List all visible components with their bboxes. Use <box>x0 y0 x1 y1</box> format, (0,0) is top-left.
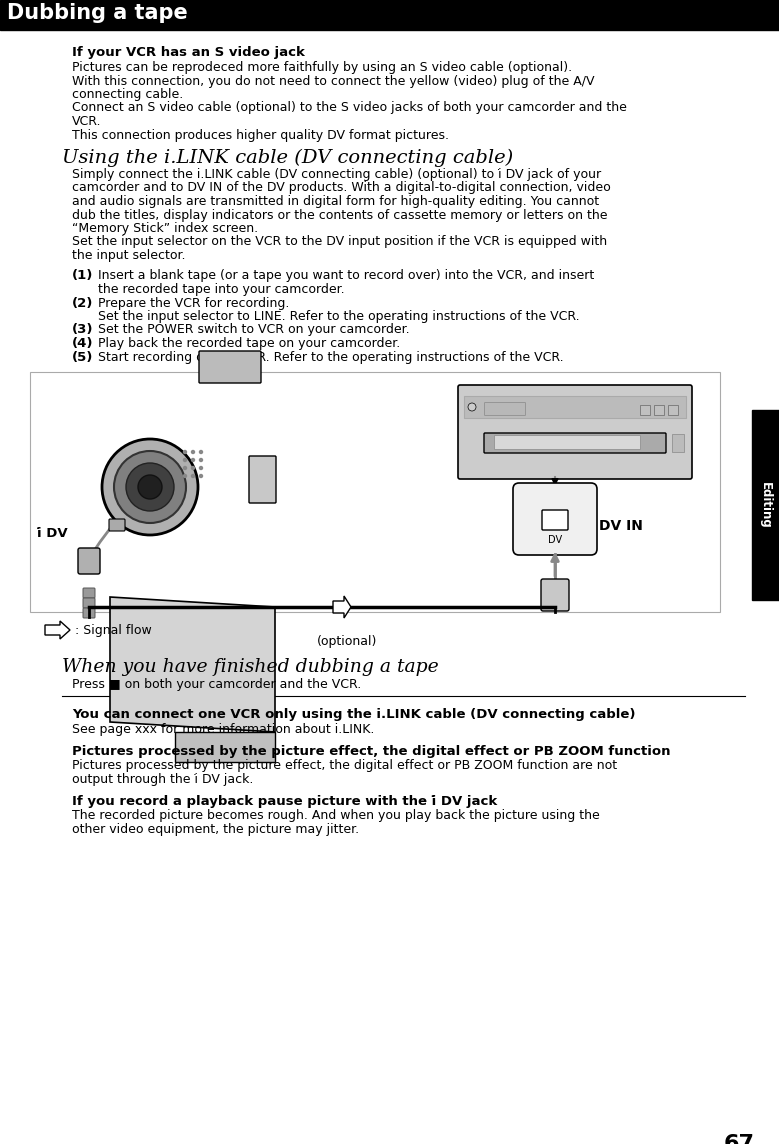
Circle shape <box>192 467 195 469</box>
Text: VCR.: VCR. <box>72 116 101 128</box>
Text: output through the i̇ DV jack.: output through the i̇ DV jack. <box>72 773 253 786</box>
Text: (2): (2) <box>72 296 93 310</box>
Bar <box>672 434 684 452</box>
Circle shape <box>184 459 186 461</box>
Circle shape <box>192 475 195 477</box>
Text: Dubbing a tape: Dubbing a tape <box>7 3 188 23</box>
Text: (4): (4) <box>72 337 93 350</box>
Text: connecting cable.: connecting cable. <box>72 88 183 101</box>
Circle shape <box>192 451 195 453</box>
FancyBboxPatch shape <box>464 396 686 418</box>
Text: Pictures processed by the picture effect, the digital effect or PB ZOOM function: Pictures processed by the picture effect… <box>72 760 617 772</box>
Text: Play back the recorded tape on your camcorder.: Play back the recorded tape on your camc… <box>98 337 400 350</box>
Text: camcorder and to DV IN of the DV products. With a digital-to-digital connection,: camcorder and to DV IN of the DV product… <box>72 182 611 194</box>
Circle shape <box>199 475 203 477</box>
Polygon shape <box>333 596 351 618</box>
Text: If your VCR has an S video jack: If your VCR has an S video jack <box>72 46 305 59</box>
FancyBboxPatch shape <box>495 436 640 450</box>
Text: the recorded tape into your camcorder.: the recorded tape into your camcorder. <box>98 283 344 296</box>
Text: (1): (1) <box>72 270 93 283</box>
Circle shape <box>192 459 195 461</box>
FancyBboxPatch shape <box>541 579 569 611</box>
Text: The recorded picture becomes rough. And when you play back the picture using the: The recorded picture becomes rough. And … <box>72 810 600 823</box>
Text: If you record a playback pause picture with the i̇ DV jack: If you record a playback pause picture w… <box>72 794 497 808</box>
Circle shape <box>114 451 186 523</box>
Text: i̇ DV: i̇ DV <box>37 527 68 540</box>
Text: Set the input selector on the VCR to the DV input position if the VCR is equippe: Set the input selector on the VCR to the… <box>72 236 607 248</box>
Bar <box>668 405 678 415</box>
Text: DV: DV <box>548 535 562 545</box>
Text: and audio signals are transmitted in digital form for high-quality editing. You : and audio signals are transmitted in dig… <box>72 194 599 208</box>
Circle shape <box>138 475 162 499</box>
FancyBboxPatch shape <box>513 483 597 555</box>
Text: : Signal flow: : Signal flow <box>75 623 152 637</box>
Text: Insert a blank tape (or a tape you want to record over) into the VCR, and insert: Insert a blank tape (or a tape you want … <box>98 270 594 283</box>
FancyBboxPatch shape <box>83 607 95 618</box>
Text: ▲: ▲ <box>550 589 556 598</box>
Text: (3): (3) <box>72 324 93 336</box>
Text: other video equipment, the picture may jitter.: other video equipment, the picture may j… <box>72 823 359 836</box>
Circle shape <box>468 403 476 411</box>
Text: DV IN: DV IN <box>599 519 643 533</box>
Text: Set the input selector to LINE. Refer to the operating instructions of the VCR.: Set the input selector to LINE. Refer to… <box>98 310 580 323</box>
FancyBboxPatch shape <box>458 386 692 479</box>
Text: “Memory Stick” index screen.: “Memory Stick” index screen. <box>72 222 258 235</box>
Circle shape <box>199 467 203 469</box>
Text: i̇: i̇ <box>552 597 555 607</box>
Text: Set the POWER switch to VCR on your camcorder.: Set the POWER switch to VCR on your camc… <box>98 324 410 336</box>
Text: Editing: Editing <box>759 482 771 529</box>
Text: (5): (5) <box>72 350 93 364</box>
FancyBboxPatch shape <box>83 598 95 607</box>
Circle shape <box>184 475 186 477</box>
FancyBboxPatch shape <box>78 548 100 574</box>
Text: When you have finished dubbing a tape: When you have finished dubbing a tape <box>62 658 439 676</box>
Circle shape <box>199 451 203 453</box>
Text: See page xxx for more information about i.LINK.: See page xxx for more information about … <box>72 723 375 736</box>
Bar <box>0 0 779 26</box>
Text: (optional): (optional) <box>317 635 377 648</box>
Text: the input selector.: the input selector. <box>72 249 185 262</box>
Polygon shape <box>110 597 275 732</box>
Circle shape <box>199 459 203 461</box>
FancyBboxPatch shape <box>199 351 261 383</box>
Text: You can connect one VCR only using the i.LINK cable (DV connecting cable): You can connect one VCR only using the i… <box>72 708 636 721</box>
Bar <box>0 26 779 30</box>
Text: Start recording on the VCR. Refer to the operating instructions of the VCR.: Start recording on the VCR. Refer to the… <box>98 350 564 364</box>
Circle shape <box>184 467 186 469</box>
FancyBboxPatch shape <box>83 588 95 598</box>
Bar <box>640 405 650 415</box>
FancyBboxPatch shape <box>485 403 526 415</box>
Text: This connection produces higher quality DV format pictures.: This connection produces higher quality … <box>72 128 449 142</box>
Bar <box>752 410 779 599</box>
Circle shape <box>126 463 174 511</box>
Text: Pictures processed by the picture effect, the digital effect or PB ZOOM function: Pictures processed by the picture effect… <box>72 745 671 757</box>
Text: Simply connect the i.LINK cable (DV connecting cable) (optional) to i̇ DV jack o: Simply connect the i.LINK cable (DV conn… <box>72 168 601 181</box>
Bar <box>654 405 664 415</box>
Text: Pictures can be reprodeced more faithfully by using an S video cable (optional).: Pictures can be reprodeced more faithful… <box>72 61 572 74</box>
Bar <box>30 372 720 612</box>
Text: With this connection, you do not need to connect the yellow (video) plug of the : With this connection, you do not need to… <box>72 74 594 87</box>
Text: Connect an S video cable (optional) to the S video jacks of both your camcorder : Connect an S video cable (optional) to t… <box>72 102 627 114</box>
FancyBboxPatch shape <box>249 456 276 503</box>
Polygon shape <box>175 732 275 762</box>
FancyBboxPatch shape <box>484 432 666 453</box>
Circle shape <box>184 451 186 453</box>
FancyBboxPatch shape <box>542 510 568 530</box>
Text: Press ■ on both your camcorder and the VCR.: Press ■ on both your camcorder and the V… <box>72 678 361 691</box>
Text: Using the i.LINK cable (DV connecting cable): Using the i.LINK cable (DV connecting ca… <box>62 149 513 167</box>
Text: dub the titles, display indicators or the contents of cassette memory or letters: dub the titles, display indicators or th… <box>72 208 608 222</box>
Polygon shape <box>45 621 70 639</box>
Circle shape <box>102 439 198 535</box>
Text: 67: 67 <box>724 1134 755 1144</box>
Text: Prepare the VCR for recording.: Prepare the VCR for recording. <box>98 296 289 310</box>
FancyBboxPatch shape <box>109 519 125 531</box>
